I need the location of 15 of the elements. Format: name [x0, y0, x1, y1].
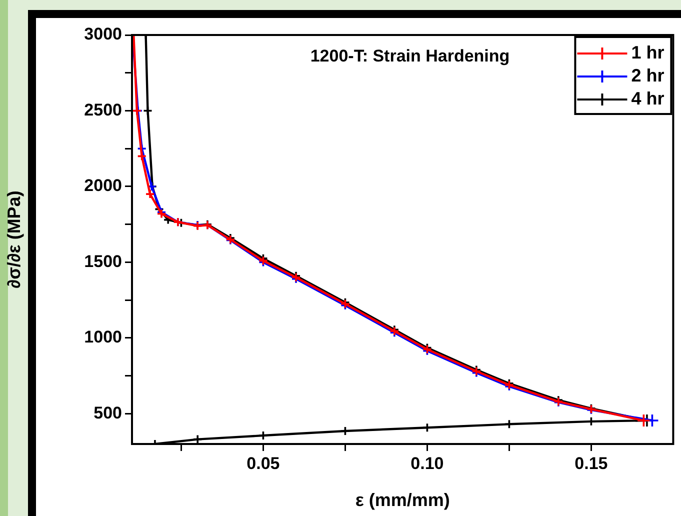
x-tick-label: 0.10	[410, 454, 444, 473]
x-tick-label: 0.15	[574, 454, 608, 473]
legend-label: 4 hr	[631, 88, 664, 108]
y-tick-label: 2500	[84, 100, 122, 120]
x-tick-label: 0.05	[246, 454, 280, 473]
y-axis-title: ∂σ/∂ε (MPa)	[4, 190, 24, 288]
y-tick-label: 1500	[84, 252, 122, 271]
text: 1200-T: Strain Hardening	[310, 46, 510, 66]
legend-label: 1 hr	[631, 42, 664, 62]
y-tick-label: 2000	[84, 176, 122, 196]
legend-label: 2 hr	[631, 65, 664, 86]
y-tick-label: 1000	[84, 328, 122, 347]
x-axis-title: ε (mm/mm)	[355, 490, 450, 510]
y-tick-label: 500	[94, 403, 122, 422]
y-tick-label: 3000	[84, 24, 122, 44]
